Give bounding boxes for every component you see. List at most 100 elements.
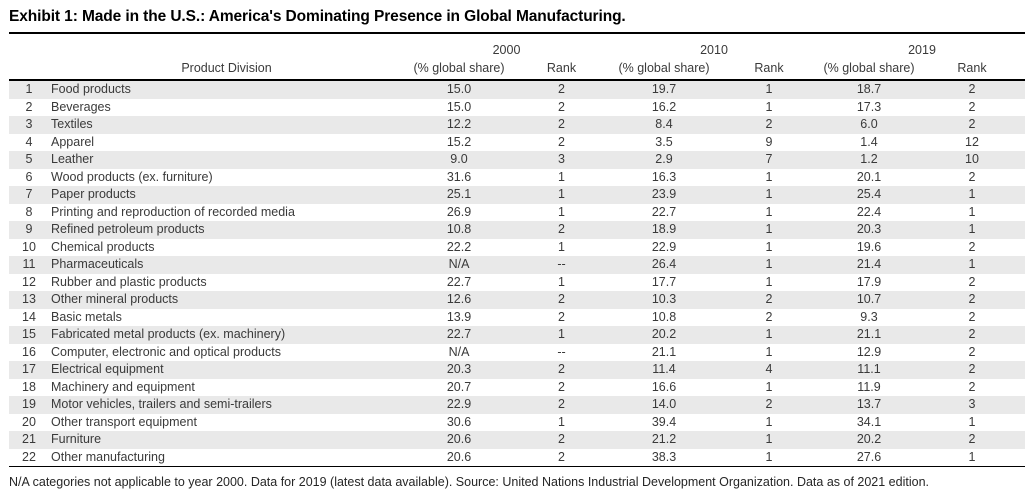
rank-2019-cell: 2 xyxy=(968,117,976,131)
rank-2000-cell: 2 xyxy=(558,292,565,306)
row-number-cell: 10 xyxy=(22,239,36,254)
rank-2019-cell: 1 xyxy=(968,414,976,429)
share-2019-cell: 20.3 xyxy=(856,222,882,236)
share-2000-cell: 20.6 xyxy=(404,448,514,467)
rank-2019-cell: 2 xyxy=(968,309,976,324)
row-number-cell: 1 xyxy=(25,82,33,96)
rank-2010-cell: 1 xyxy=(765,239,773,254)
share-2010-cell: 19.7 xyxy=(651,82,677,96)
rank-2010-cell: 1 xyxy=(765,257,773,271)
table-row: 1 Food products 15.0 2 19.7 1 18.7 2 xyxy=(9,80,1025,99)
share-2010-cell: 38.3 xyxy=(609,448,719,467)
rank-2000-cell: 2 xyxy=(558,309,565,324)
product-division-cell: Pharmaceuticals xyxy=(51,257,144,271)
share-2019-cell: 25.4 xyxy=(856,187,882,201)
share-2000-cell: 20.3 xyxy=(446,362,472,376)
share-2019-cell: 1.2 xyxy=(860,152,878,166)
product-division-cell: Fabricated metal products (ex. machinery… xyxy=(51,327,286,341)
table-row: 18 Machinery and equipment 20.7 2 16.6 1 11.9 2 xyxy=(9,379,1025,397)
table-row: 10 Chemical products 22.2 1 22.9 1 19.6 2 xyxy=(9,239,1025,257)
share-2019-cell: 19.6 xyxy=(856,239,882,254)
rank-2019-cell: 2 xyxy=(968,379,976,394)
rank-2000-cell: 2 xyxy=(558,99,565,114)
row-number-cell: 21 xyxy=(22,432,36,446)
product-division-cell: Other manufacturing xyxy=(49,448,404,467)
share-2000-cell: 9.0 xyxy=(450,152,468,166)
share-2019-cell: 22.4 xyxy=(856,204,882,219)
share-2010-header: (% global share) xyxy=(609,59,719,81)
row-number-cell: 8 xyxy=(25,204,33,219)
share-2019-cell: 13.7 xyxy=(856,397,882,411)
rank-2000-cell: 1 xyxy=(558,204,565,219)
product-division-cell: Basic metals xyxy=(51,309,122,324)
row-number-cell: 2 xyxy=(25,99,33,114)
rank-2010-cell: 2 xyxy=(765,397,773,411)
share-2000-cell: 22.7 xyxy=(446,327,472,341)
share-2019-cell: 34.1 xyxy=(856,414,882,429)
rank-2019-cell: 2 xyxy=(968,327,976,341)
share-2000-header: (% global share) xyxy=(404,59,514,81)
share-2000-cell: 20.6 xyxy=(446,432,472,446)
product-division-cell: Rubber and plastic products xyxy=(51,274,207,289)
row-number-cell: 13 xyxy=(22,292,36,306)
rank-2019-cell: 3 xyxy=(968,397,976,411)
table-row: 12 Rubber and plastic products 22.7 1 17.7 1 1… xyxy=(9,274,1025,292)
empty-header-cell xyxy=(9,35,49,59)
row-number-cell: 7 xyxy=(25,187,33,201)
footnote-text: N/A categories not applicable to year 20… xyxy=(9,475,929,489)
share-2000-cell: 31.6 xyxy=(446,169,472,184)
product-division-cell: Food products xyxy=(51,82,131,96)
share-2000-cell: 12.6 xyxy=(446,292,472,306)
row-number-cell: 4 xyxy=(25,134,33,149)
product-division-cell: Refined petroleum products xyxy=(51,222,205,236)
year-2000-header: 2000 xyxy=(492,43,521,57)
share-2010-cell: 17.7 xyxy=(651,274,677,289)
share-2010-cell: 3.5 xyxy=(655,134,673,149)
table-row: 22 Other manufacturing 20.6 2 38.3 1 27.6 1 xyxy=(9,448,1025,467)
share-2010-cell: 18.9 xyxy=(651,222,677,236)
product-division-cell: Apparel xyxy=(51,134,95,149)
row-number-cell: 14 xyxy=(22,309,36,324)
rank-2010-cell: 4 xyxy=(765,362,773,376)
rank-2019-cell: 2 xyxy=(968,99,976,114)
rank-2000-cell: 1 xyxy=(558,414,565,429)
rank-2010-cell: 1 xyxy=(765,414,773,429)
table-row: 4 Apparel 15.2 2 3.5 9 1.4 12 xyxy=(9,134,1025,152)
row-number-cell: 15 xyxy=(22,327,36,341)
product-division-cell: Furniture xyxy=(51,432,102,446)
rank-2000-cell: 1 xyxy=(558,239,565,254)
share-2000-cell: 22.2 xyxy=(446,239,472,254)
share-2010-cell: 20.2 xyxy=(651,327,677,341)
row-number-cell: 9 xyxy=(25,222,33,236)
rank-2000-cell: 1 xyxy=(558,274,565,289)
product-division-cell: Other transport equipment xyxy=(51,414,197,429)
share-2000-cell: 30.6 xyxy=(446,414,472,429)
rank-2019-cell: 2 xyxy=(968,239,976,254)
rank-2010-cell: 1 xyxy=(765,187,773,201)
row-number-cell: 6 xyxy=(25,169,33,184)
table-row: 14 Basic metals 13.9 2 10.8 2 9.3 2 xyxy=(9,309,1025,327)
share-2000-cell: N/A xyxy=(448,344,470,359)
rank-2010-cell: 9 xyxy=(765,134,773,149)
share-2010-cell: 23.9 xyxy=(651,187,677,201)
product-division-cell: Paper products xyxy=(51,187,136,201)
rank-2010-cell: 1 xyxy=(765,327,773,341)
row-number-cell: 3 xyxy=(25,117,33,131)
product-division-cell: Textiles xyxy=(51,117,93,131)
share-2000-cell: 26.9 xyxy=(446,204,472,219)
empty-header-cell xyxy=(9,59,49,81)
year-2019-header: 2019 xyxy=(908,43,936,57)
rank-2010-cell: 7 xyxy=(765,152,773,166)
table-row: 13 Other mineral products 12.6 2 10.3 2 10.7 2 xyxy=(9,291,1025,309)
rank-2019-cell: 2 xyxy=(968,344,976,359)
rank-2010-cell: 1 xyxy=(765,432,773,446)
share-2010-cell: 21.1 xyxy=(651,344,677,359)
row-number-cell: 20 xyxy=(22,414,36,429)
year-2010-header: 2010 xyxy=(700,43,728,57)
rank-2010-header: Rank xyxy=(719,59,819,81)
column-header-row: Product Division (% global share) Rank (… xyxy=(9,59,1025,81)
rank-2010-cell: 1 xyxy=(765,222,773,236)
rank-2010-cell: 1 xyxy=(765,379,773,394)
product-division-cell: Chemical products xyxy=(51,239,155,254)
row-number-cell: 18 xyxy=(22,379,36,394)
